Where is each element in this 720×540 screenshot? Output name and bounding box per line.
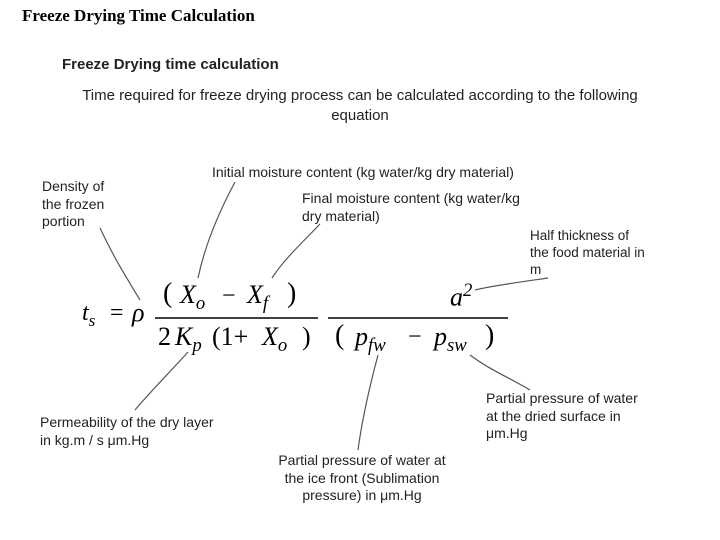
eq-den2-open: ( [335,320,344,352]
eq-Xo2-sub: o [278,335,287,356]
label-psw: Partial pressure of waterat the dried su… [486,390,686,443]
eq-pfw-sym: p [355,322,368,351]
eq-Xo-sym: X [180,280,196,309]
eq-num1-close: ) [287,278,296,310]
label-xo: Initial moisture content (kg water/kg dr… [212,164,572,182]
eq-two: 2 [158,322,171,352]
eq-Kp-sym: K [175,322,192,351]
eq-equals: = [110,300,124,327]
eq-oneplus: (1+ [212,322,248,352]
label-a: Half thickness ofthe food material inm [530,228,685,279]
page-title: Freeze Drying Time Calculation [22,6,255,26]
eq-minus1: − [222,283,236,310]
eq-a-sym: a [450,283,463,312]
eq-Kp: Kp [175,322,202,357]
eq-Xo2-sym: X [262,322,278,351]
eq-ts: ts [82,300,95,331]
eq-Xo-sub: o [196,293,205,314]
eq-Xf-sub: f [263,293,268,314]
eq-minus2: − [408,324,422,351]
eq-t: t [82,300,89,326]
eq-den2-close: ) [485,320,494,352]
eq-a: a2 [450,280,472,313]
eq-a-sup: 2 [463,280,472,301]
label-pfw: Partial pressure of water atthe ice fron… [252,452,472,505]
eq-psw-sub: sw [447,335,467,356]
eq-num1-open: ( [163,278,172,310]
eq-pfw: pfw [355,322,386,357]
eq-Xo: Xo [180,280,205,315]
eq-close1: ) [302,322,311,352]
label-kp: Permeability of the dry layerin kg.m / s… [40,414,260,449]
eq-psw-sym: p [434,322,447,351]
label-density: Density ofthe frozenportion [42,178,152,231]
eq-psw: psw [434,322,467,357]
eq-pfw-sub: fw [368,335,386,356]
eq-Xo2: Xo [262,322,287,357]
eq-ts-sub: s [89,311,96,330]
eq-Xf: Xf [247,280,268,315]
label-xf: Final moisture content (kg water/kgdry m… [302,190,602,225]
subtitle: Freeze Drying time calculation [62,56,279,73]
eq-rho: ρ [132,298,144,328]
eq-Kp-sub: p [192,335,201,356]
intro-text: Time required for freeze drying process … [80,86,640,127]
eq-Xf-sym: X [247,280,263,309]
